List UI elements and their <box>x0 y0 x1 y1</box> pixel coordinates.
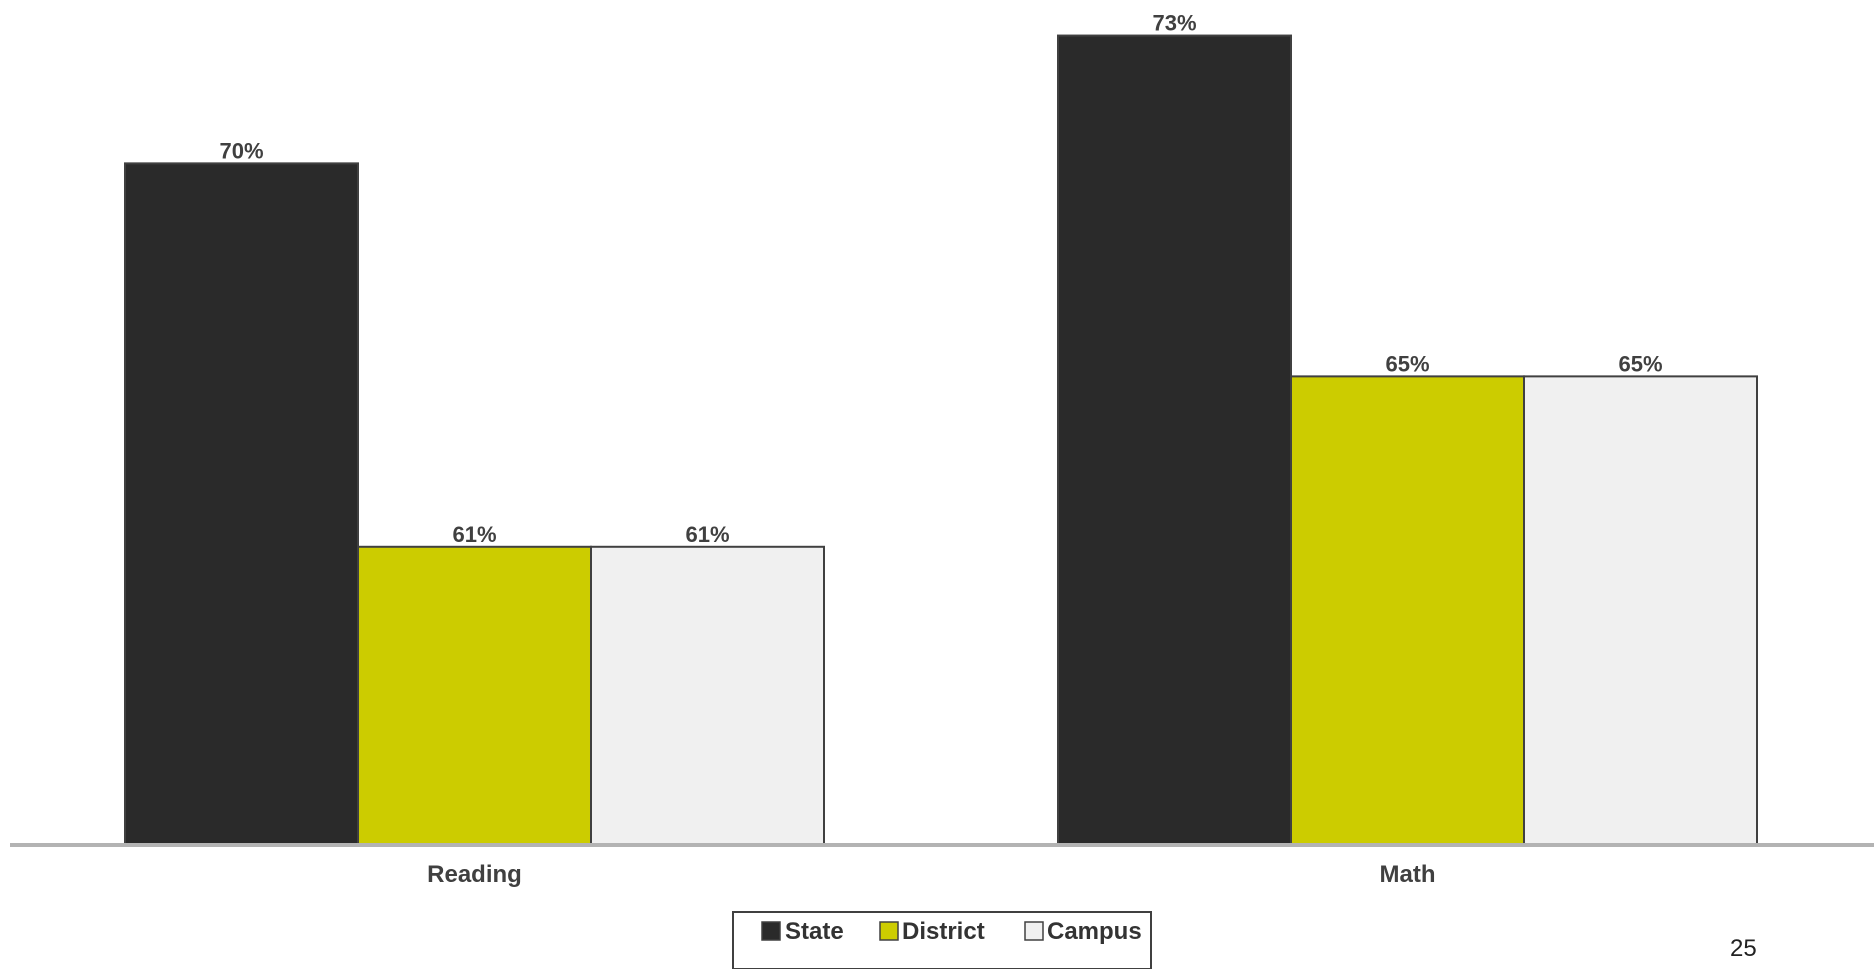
bar-math-campus <box>1523 375 1758 846</box>
bar-reading-district <box>357 545 592 846</box>
page-number: 25 <box>1730 935 1757 962</box>
legend-label-state: State <box>785 918 844 945</box>
legend-label-district: District <box>902 918 985 945</box>
legend-swatch-campus <box>1024 921 1044 941</box>
legend-box <box>732 911 1152 969</box>
data-label-reading-state: 70% <box>219 138 263 163</box>
x-tick-label-math: Math <box>1380 861 1436 888</box>
data-label-reading-district: 61% <box>452 522 496 547</box>
legend-swatch-state <box>761 921 781 941</box>
x-tick-label-reading: Reading <box>427 861 522 888</box>
data-label-math-campus: 65% <box>1618 351 1662 376</box>
legend-swatch-district <box>879 921 899 941</box>
data-label-reading-campus: 61% <box>685 522 729 547</box>
data-label-math-state: 73% <box>1152 11 1196 36</box>
bar-math-district <box>1290 375 1525 846</box>
legend-label-campus: Campus <box>1047 918 1142 945</box>
bar-reading-campus <box>590 545 825 846</box>
bar-math-state <box>1057 34 1292 847</box>
data-label-math-district: 65% <box>1385 351 1429 376</box>
bar-reading-state <box>124 162 359 846</box>
